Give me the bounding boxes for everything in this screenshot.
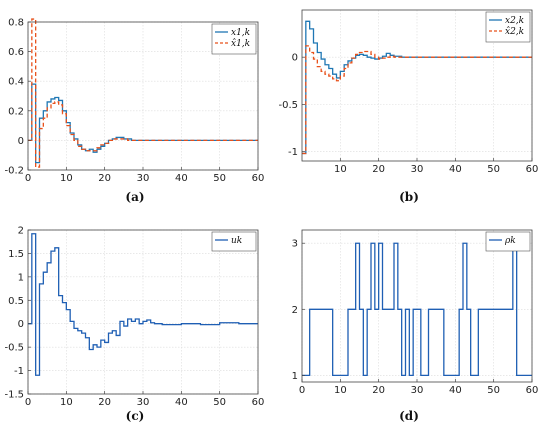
y-tick-label: -0.2 — [4, 166, 24, 177]
series-line-a-2 — [28, 18, 258, 168]
x-tick-label: 20 — [98, 397, 111, 408]
legend-label: x2,k — [505, 16, 524, 26]
legend-label: uk — [231, 236, 242, 246]
legend-box — [211, 231, 257, 252]
x-tick-label: 20 — [372, 164, 385, 175]
x-tick-label: 40 — [449, 164, 462, 175]
x-tick-label: 0 — [25, 397, 31, 408]
y-tick-label: 0.5 — [8, 296, 24, 307]
legend: x1,kx̂1,k — [211, 23, 257, 55]
y-tick-label: -0.5 — [278, 100, 298, 111]
x-tick-label: 60 — [252, 173, 265, 184]
y-tick-label: 2 — [292, 305, 298, 316]
x-tick-label: 30 — [137, 397, 150, 408]
x-tick-label: 20 — [372, 385, 385, 396]
x-tick-label: 10 — [60, 173, 73, 184]
y-tick-label: -1.5 — [4, 390, 24, 401]
x-tick-label: 0 — [299, 385, 305, 396]
x-tick-label: 40 — [175, 397, 188, 408]
y-tick-label: 1.5 — [8, 249, 24, 260]
x-tick-label: 50 — [487, 164, 500, 175]
y-tick-label: 0.4 — [8, 77, 24, 88]
chart-panel-c: 0 10 20 30 40 50 60 -1.5 -1 -0.5 0 0.5 1 1.5 2 uk (c) — [4, 226, 264, 424]
x-tick-label: 50 — [213, 397, 226, 408]
x-tick-label: 60 — [526, 385, 539, 396]
panel-caption: (c) — [126, 409, 145, 423]
chart-panel-a: 0 10 20 30 40 50 60-0.200.20.40.60.8x1,kx̂1,k(… — [4, 18, 264, 205]
chart-panel-d: 0 10 20 30 40 50 60 1 2 3 ρk (d) — [292, 229, 539, 423]
legend-label: ρk — [504, 236, 516, 246]
y-tick-label: 3 — [292, 239, 298, 250]
legend: uk — [211, 231, 257, 252]
legend: ρk — [485, 231, 531, 252]
legend: x2,kx̂2,k — [485, 11, 531, 43]
legend-label: x̂2,k — [505, 26, 524, 37]
x-tick-label: 10 — [334, 164, 347, 175]
x-tick-label: 50 — [213, 173, 226, 184]
x-tick-label: 40 — [449, 385, 462, 396]
y-tick-label: 0.6 — [8, 47, 24, 58]
x-tick-label: 30 — [137, 173, 150, 184]
panel-caption: (b) — [399, 190, 419, 204]
x-tick-label: 30 — [411, 385, 424, 396]
series-line-c-1 — [28, 233, 258, 376]
x-tick-label: 50 — [487, 385, 500, 396]
y-tick-label: 0 — [18, 319, 24, 330]
y-tick-label: -1 — [14, 366, 24, 377]
panel-caption: (d) — [399, 409, 419, 423]
y-tick-label: 1 — [292, 371, 298, 382]
y-tick-label: 2 — [18, 226, 24, 237]
legend-label: x̂1,k — [231, 38, 250, 49]
y-tick-label: -0.5 — [4, 343, 24, 354]
legend-box — [485, 231, 531, 252]
legend-box — [211, 23, 257, 55]
y-tick-label: 0.2 — [8, 106, 24, 117]
x-tick-label: 0 — [25, 173, 31, 184]
x-tick-label: 10 — [60, 397, 73, 408]
x-tick-label: 60 — [526, 164, 539, 175]
legend-label: x1,k — [231, 28, 250, 38]
legend-box — [485, 11, 531, 43]
y-tick-label: -1 — [288, 147, 298, 158]
x-tick-label: 60 — [252, 397, 265, 408]
x-tick-label: 10 — [334, 385, 347, 396]
y-tick-label: 0 — [18, 136, 24, 147]
chart-panel-b: 10 20 30 40 50 60 -1 -0.5 0 x2,kx̂2,k (b) — [278, 9, 539, 204]
x-tick-label: 20 — [98, 173, 111, 184]
y-tick-label: 0.8 — [8, 18, 24, 29]
panel-caption: (a) — [125, 190, 144, 204]
series-line-d-1 — [302, 242, 532, 377]
y-tick-label: 0 — [292, 53, 298, 64]
series-line-b-2 — [302, 45, 532, 155]
y-tick-label: 1 — [18, 272, 24, 283]
x-tick-label: 40 — [175, 173, 188, 184]
x-tick-label: 30 — [411, 164, 424, 175]
